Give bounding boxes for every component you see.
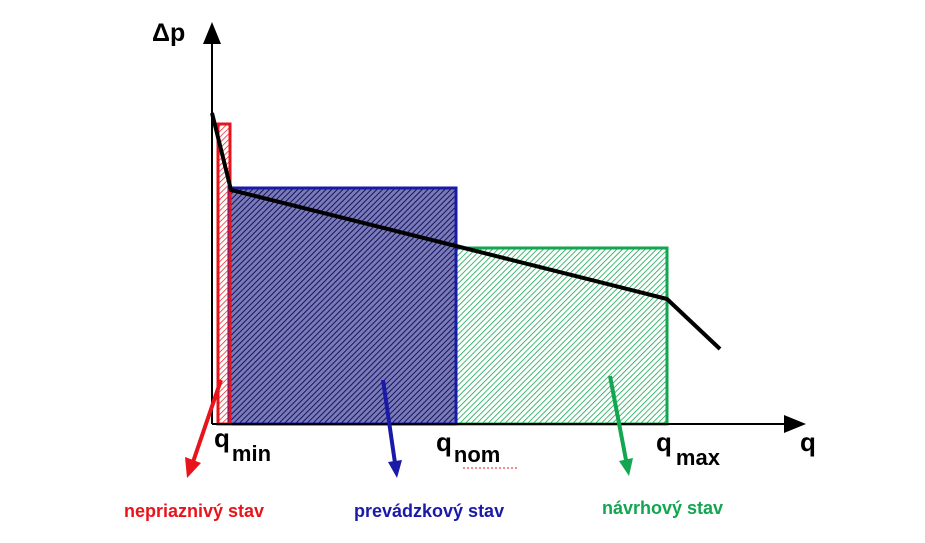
design-region (454, 246, 669, 426)
y-axis-label: Δp (152, 19, 185, 47)
q-nom-label: qnom (436, 427, 500, 467)
y-axis-arrowhead (203, 22, 221, 44)
design-state-label: návrhový stav (602, 498, 723, 518)
design-pointer-line (608, 375, 628, 461)
x-axis-label: q (800, 427, 816, 457)
operating-region (227, 186, 458, 426)
operating-pointer-line (381, 379, 397, 464)
pressure-flow-curve (210, 112, 722, 351)
x-axis-arrowhead (784, 415, 806, 433)
unfavorable-pointer-line (191, 379, 223, 463)
operating-pointer-arrowhead (388, 460, 402, 478)
unfavorable-state-label: nepriaznivý stav (124, 501, 264, 521)
unfavorable-pointer-arrowhead (185, 457, 201, 478)
design-pointer-arrowhead (619, 458, 633, 476)
operating-state-label: prevádzkový stav (354, 501, 504, 521)
q-min-label: qmin (214, 423, 271, 466)
q-max-label: qmax (656, 427, 721, 470)
